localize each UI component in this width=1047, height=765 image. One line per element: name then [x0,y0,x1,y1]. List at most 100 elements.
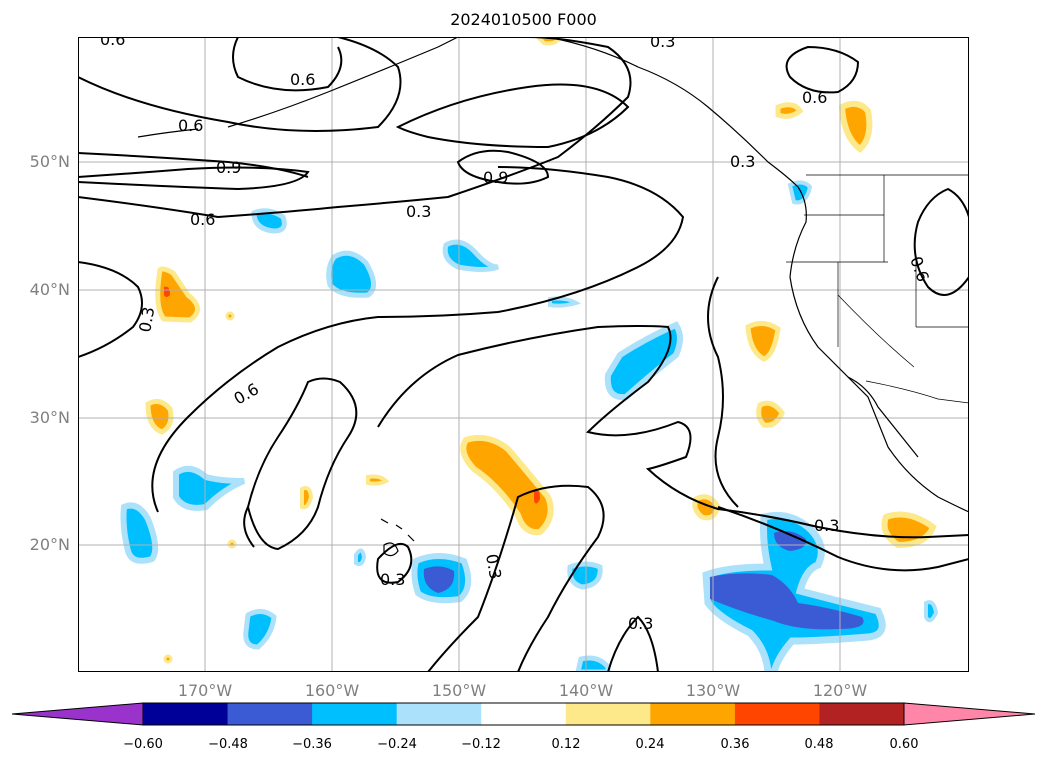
contour-label: 0.6 [290,70,315,89]
hawaii-islands [380,518,415,542]
contour-label: 0.6 [906,254,933,284]
colorbar-segment [481,703,567,725]
colorbar-segment [396,703,482,725]
contour-line [78,37,632,219]
colorbar-tick-label: 0.36 [720,737,750,752]
colorbar-extend-min [11,702,144,726]
colorbar-segment [143,703,229,725]
lon-label-130w: 130°W [685,681,741,700]
colorbar-segment [734,703,820,725]
colorbar-segment [650,703,736,725]
contour-label: 0.6 [231,379,263,408]
negative-region [442,239,499,272]
lon-label-170w: 170°W [177,681,233,700]
colorbar-tick-label: 0.12 [551,737,581,752]
shaded-regions [120,37,939,672]
colorbar-tick-label: 0.24 [635,737,665,752]
baja-coast [847,376,919,458]
contour-label: 0.9 [216,158,241,177]
negative-region [354,548,367,567]
contour-line [377,325,969,539]
negative-region [326,250,376,298]
contour-line [427,484,605,672]
map-panel[interactable]: 0.6 0.6 0.6 0.9 0.9 0.6 0.3 0.3 0.6 0.3 … [78,37,969,672]
negative-region [924,600,939,623]
positive-region [155,266,200,323]
contour-line [376,543,413,584]
graticule [78,37,969,672]
hawaii-big-island [383,542,399,557]
contour-line [707,276,739,508]
positive-region [227,539,237,549]
strong-negative-region [423,566,455,593]
colorbar-extend-max [903,702,1036,726]
map-title: 2024010500 F000 [450,10,597,29]
negative-region [702,511,886,672]
positive-region [775,102,804,119]
contour-label: 0.6 [802,88,827,107]
contour-line [78,37,402,132]
contour-label: 0.3 [482,552,505,580]
positive-region [838,100,873,153]
contours [78,37,969,672]
map-svg: 0.6 0.6 0.6 0.9 0.9 0.6 0.3 0.3 0.6 0.3 … [78,37,969,672]
lon-label-120w: 120°W [812,681,868,700]
contour-line [607,615,659,672]
lat-label-30n: 30°N [29,408,70,427]
colorbar-tick-label: −0.60 [123,737,163,752]
lat-label-40n: 40°N [29,280,70,299]
contour-line [785,45,860,94]
colorbar-segment [312,703,398,725]
colorbar [11,702,1036,726]
positive-region [225,311,235,321]
negative-region [567,561,603,590]
contour-label: 0.3 [730,152,755,171]
lon-label-160w: 160°W [304,681,360,700]
coastlines [137,37,969,557]
strong-positive-region [534,490,540,504]
contour-label: 0.3 [814,516,839,535]
negative-region [251,208,287,234]
positive-region [745,321,781,362]
positive-region [300,486,314,510]
contour-label: 0.3 [628,614,653,633]
state-border [837,294,915,368]
contour-line [232,37,343,92]
us-mexico-border [865,380,969,404]
contour-line [78,261,143,358]
colorbar-tick-label: −0.48 [208,737,248,752]
contour-line [78,166,310,191]
contour-label: 0.3 [406,202,431,221]
colorbar-tick-label: 0.48 [804,737,834,752]
colorbar-outline [142,702,905,726]
lon-label-150w: 150°W [431,681,487,700]
positive-region [881,511,937,549]
lat-label-20n: 20°N [29,535,70,554]
contour-line [395,83,630,149]
strong-negative-region [710,573,864,630]
contour-line [243,506,255,548]
contour-line [456,149,550,185]
negative-region [243,609,277,650]
alaska-coast [137,128,199,138]
negative-region [120,502,159,564]
contour-label: 0.6 [190,210,215,229]
colorbar-tick-label: −0.12 [461,737,501,752]
negative-region [787,180,813,205]
negative-region [548,296,581,308]
colorbar-segment [227,703,313,725]
contour-line [78,152,309,178]
positive-region [145,398,174,435]
strong-negative-region [774,531,807,551]
positive-region [366,474,390,486]
negative-region [173,465,246,511]
colorbar-segment [819,703,905,725]
lon-label-140w: 140°W [558,681,614,700]
contour-label: 0.6 [100,37,125,49]
alaska-coast [547,37,969,513]
positive-region [460,434,554,536]
political-borders [786,174,969,404]
contour-label: 0.3 [380,570,405,589]
positive-region [163,654,173,664]
colorbar-tick-label: 0.60 [889,737,919,752]
